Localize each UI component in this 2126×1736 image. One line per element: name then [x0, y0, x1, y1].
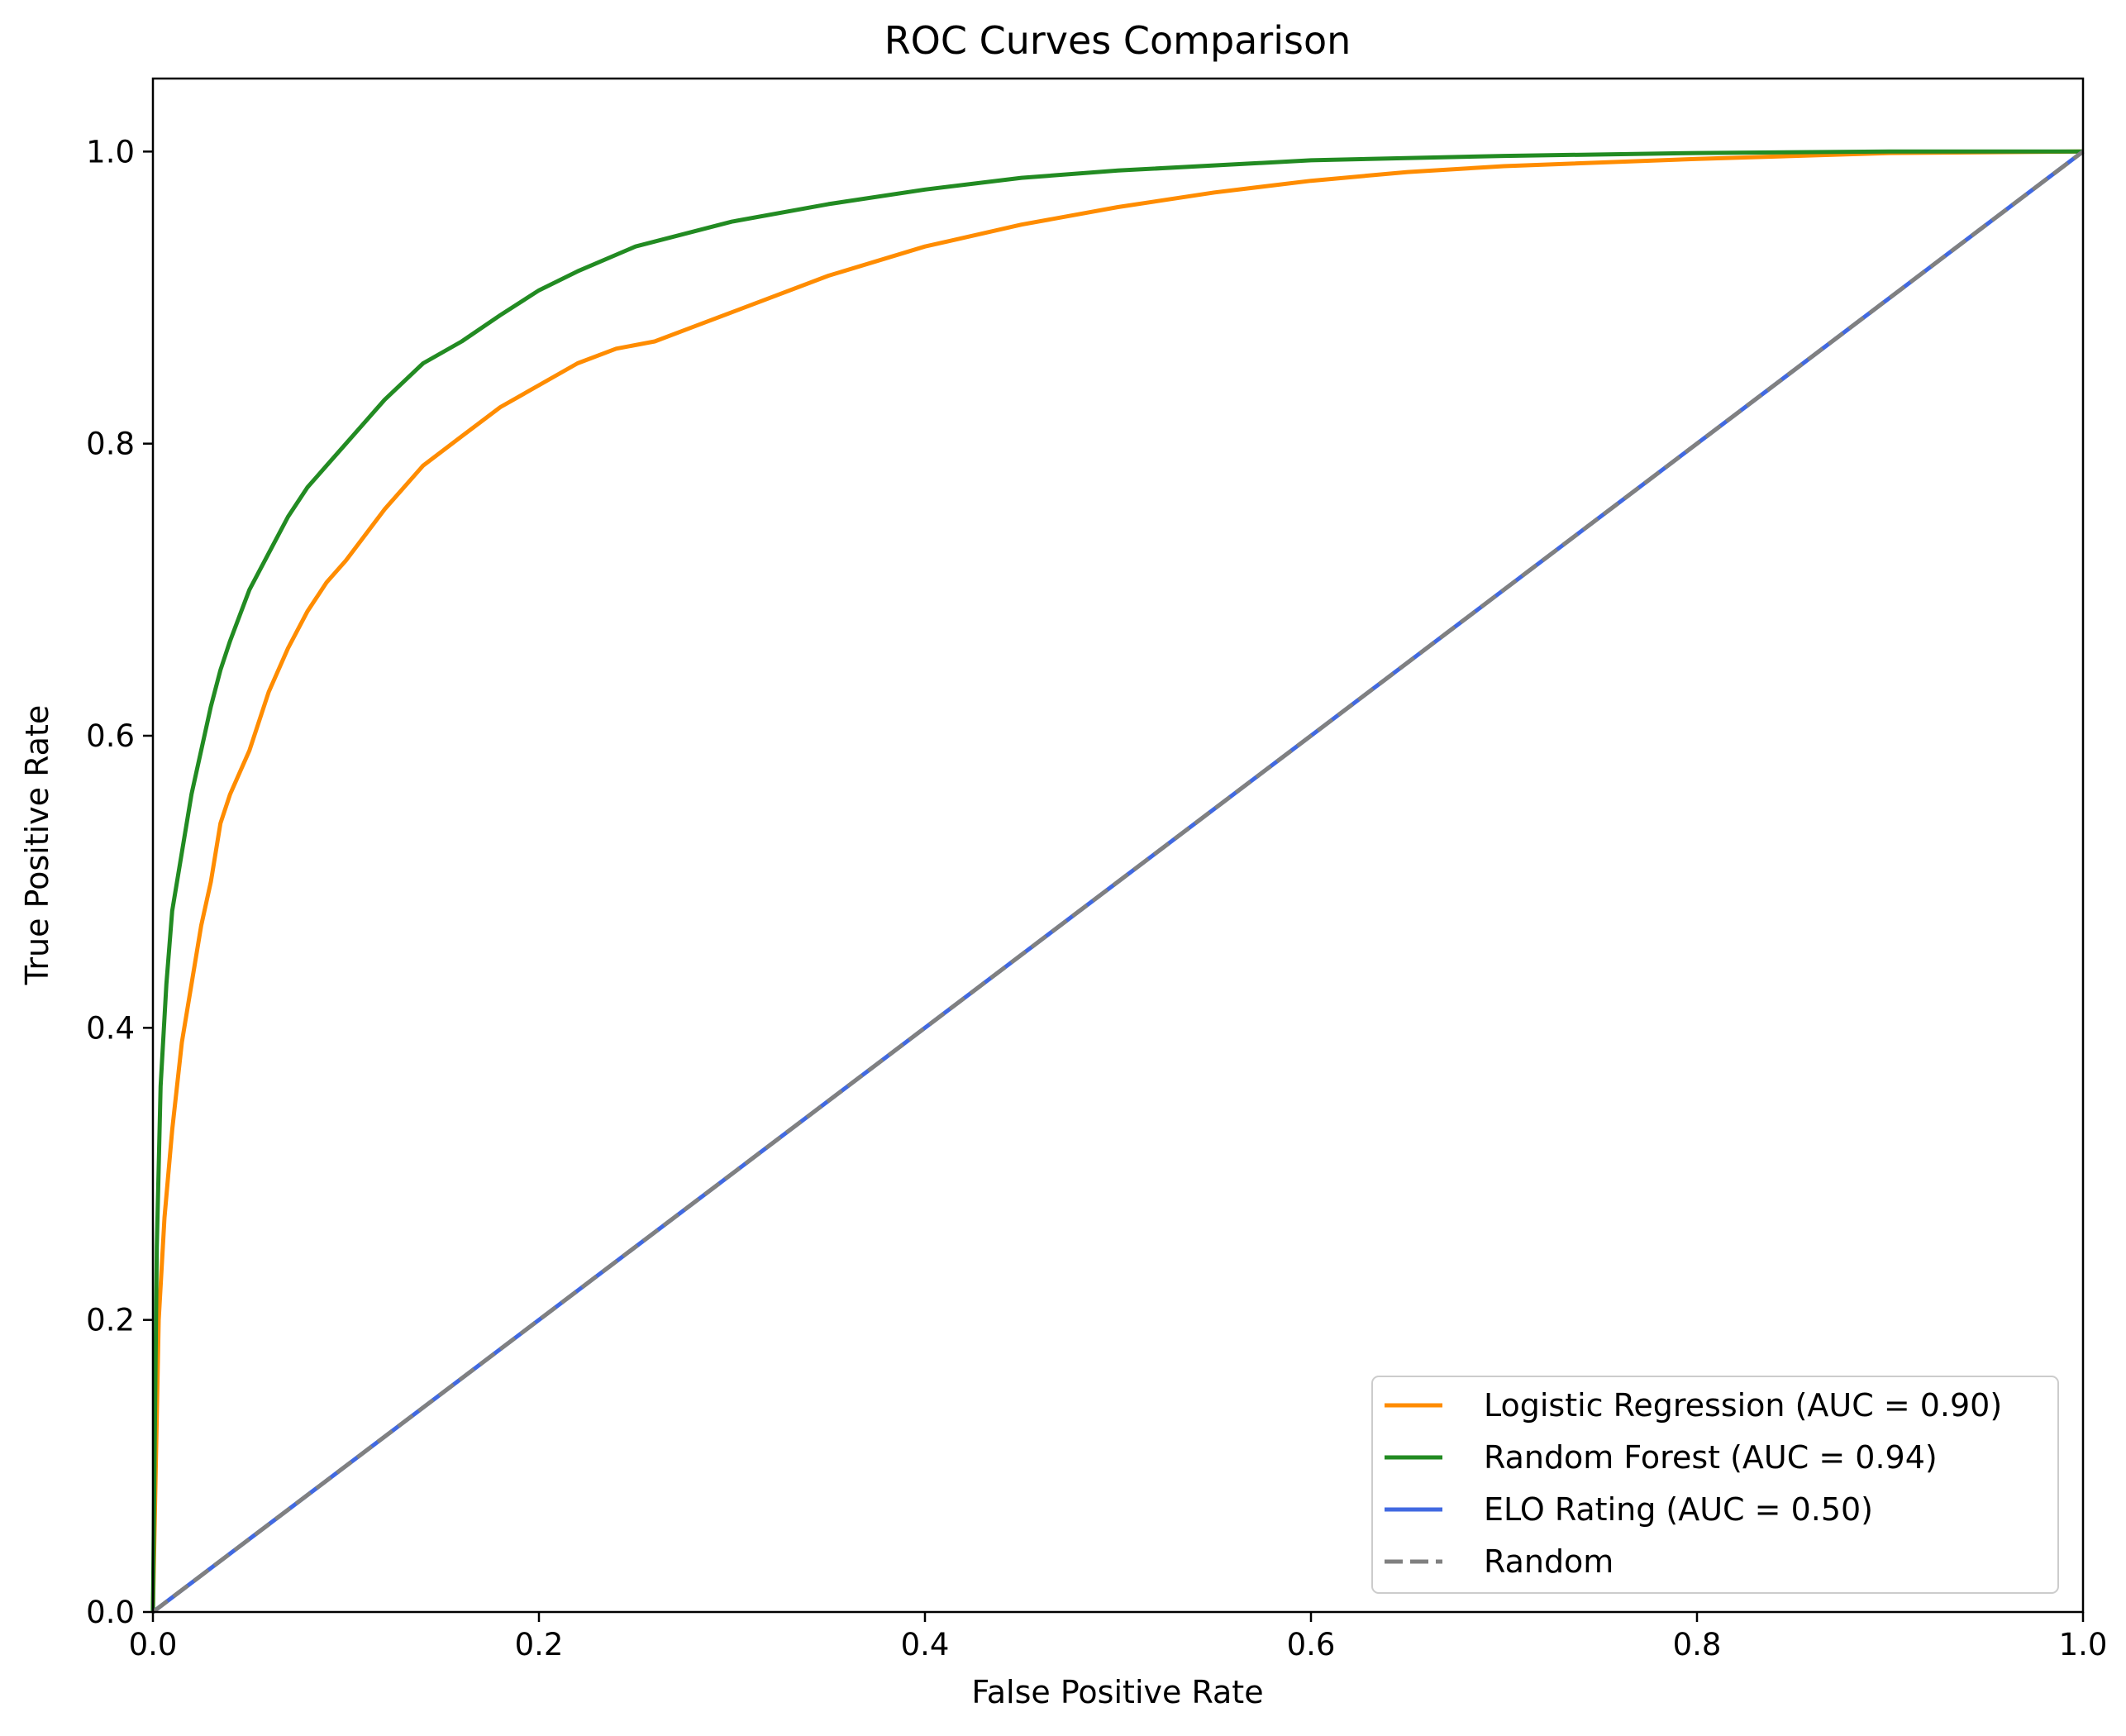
- y-tick-label: 0.6: [86, 718, 135, 754]
- axis-ticks: 0.0 0.2 0.4 0.6 0.8 1.0 0.0 0.2 0.4 0.6 0.8 1.0: [86, 134, 2107, 1662]
- series-line-1: [150, 149, 2084, 1613]
- legend-label-4: Random: [1484, 1543, 1614, 1580]
- chart-title: ROC Curves Comparison: [884, 18, 1351, 63]
- y-tick-label: 0.4: [86, 1010, 135, 1046]
- x-tick-label: 0.4: [901, 1627, 950, 1662]
- legend: Logistic Regression (AUC = 0.90) Random F…: [1371, 1376, 2059, 1594]
- y-tick-label: 0.8: [86, 427, 135, 462]
- plot-lines: [150, 149, 2085, 1614]
- plot-frame: [151, 77, 2085, 1614]
- y-tick-label: 1.0: [86, 134, 135, 169]
- x-tick-label: 0.0: [129, 1627, 178, 1662]
- legend-label-2: Random Forest (AUC = 0.94): [1484, 1439, 1938, 1476]
- y-tick-label: 0.2: [86, 1303, 135, 1338]
- legend-box: [1371, 1376, 2059, 1594]
- series-line-2: [150, 149, 2083, 1613]
- legend-label-3: ELO Rating (AUC = 0.50): [1484, 1491, 1873, 1528]
- x-axis-label: False Positive Rate: [971, 1674, 1263, 1710]
- series-line-4: [151, 150, 2085, 1614]
- y-tick-label: 0.0: [86, 1595, 135, 1630]
- x-tick-label: 0.8: [1673, 1627, 1722, 1662]
- legend-label-1: Logistic Regression (AUC = 0.90): [1484, 1387, 2002, 1424]
- x-tick-label: 0.6: [1287, 1627, 1336, 1662]
- x-tick-label: 1.0: [2059, 1627, 2108, 1662]
- x-tick-label: 0.2: [515, 1627, 564, 1662]
- y-axis-label: True Positive Rate: [19, 705, 55, 986]
